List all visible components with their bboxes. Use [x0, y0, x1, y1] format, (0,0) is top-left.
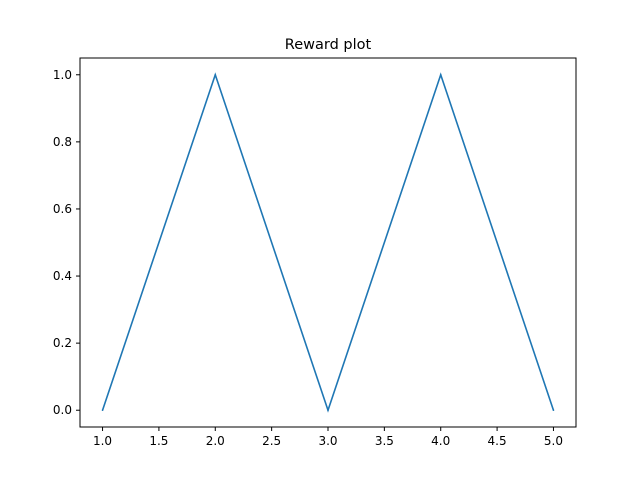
y-tick-label: 0.6 — [53, 202, 72, 216]
data-point — [552, 409, 555, 412]
data-point — [439, 73, 442, 76]
x-tick-label: 3.5 — [375, 434, 394, 448]
x-tick-label: 3.0 — [318, 434, 337, 448]
y-tick-label: 0.4 — [53, 269, 72, 283]
chart-title: Reward plot — [285, 37, 372, 53]
y-tick-label: 0.0 — [53, 403, 72, 417]
x-tick-label: 4.0 — [431, 434, 450, 448]
x-tick-label: 1.0 — [93, 434, 112, 448]
data-point — [327, 409, 329, 412]
x-tick-label: 4.5 — [488, 434, 507, 448]
data-point — [214, 73, 217, 76]
x-axis-ticks: 1.0 1.5 2.0 2.5 3.0 3.5 4.0 4.5 5.0 — [93, 427, 563, 448]
y-tick-label: 0.8 — [53, 135, 72, 149]
x-tick-label: 5.0 — [544, 434, 563, 448]
y-tick-label: 0.2 — [53, 336, 72, 350]
x-tick-label: 1.5 — [149, 434, 168, 448]
y-axis-ticks: 0.0 0.2 0.4 0.6 0.8 1.0 — [53, 68, 80, 417]
x-tick-label: 2.5 — [262, 434, 281, 448]
data-point — [101, 409, 104, 412]
x-tick-label: 2.0 — [206, 434, 225, 448]
y-tick-label: 1.0 — [53, 68, 72, 82]
plot-area-frame — [79, 57, 577, 428]
series-layer — [101, 72, 555, 413]
